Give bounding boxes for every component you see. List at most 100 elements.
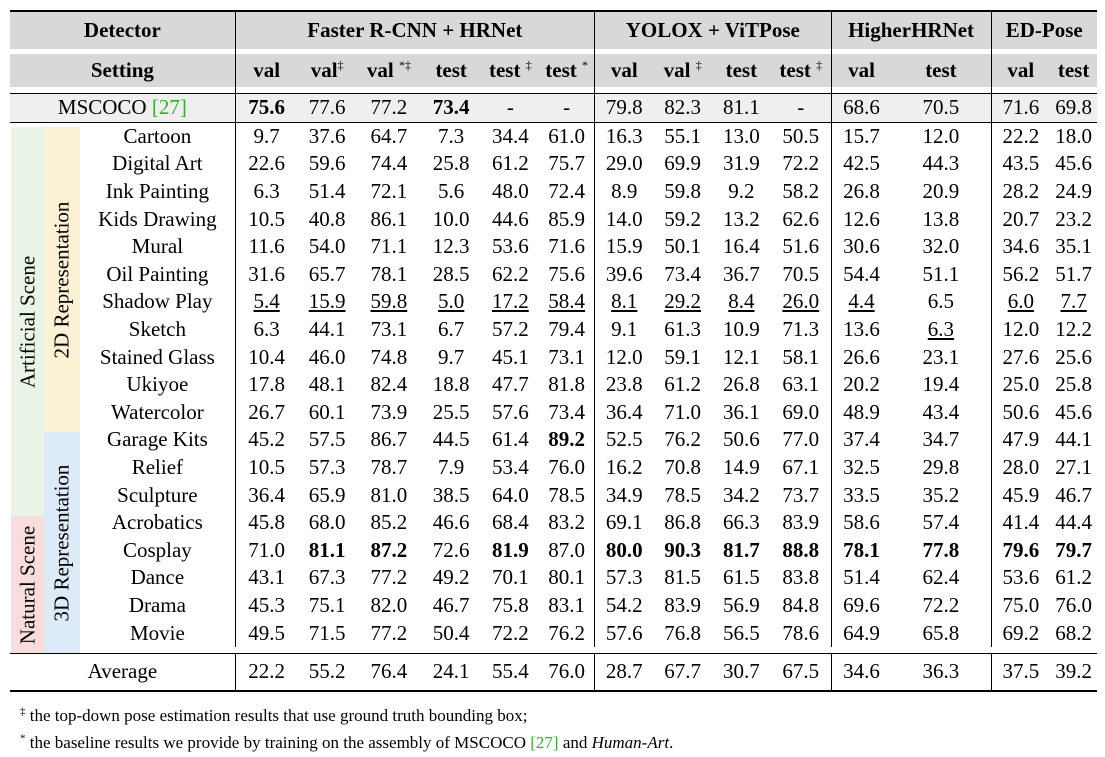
value-text: 73.4 xyxy=(432,95,470,120)
cell-value: 6.3 xyxy=(234,177,298,206)
value-text: 26.8 xyxy=(843,179,880,204)
cell-value: 85.9 xyxy=(539,205,594,233)
cell-value: 69.0 xyxy=(771,399,831,427)
value-text: 25.5 xyxy=(432,399,470,424)
value-text: 12.0 xyxy=(605,344,643,369)
row-name: Drama xyxy=(10,592,235,620)
setting-label: val xyxy=(253,58,281,82)
cell-value: 69.1 xyxy=(593,508,654,537)
value-text: 29.2 xyxy=(664,289,702,314)
cell-value: 78.5 xyxy=(539,481,594,509)
value-text: 22.2 xyxy=(1002,123,1040,148)
cell-value: 67.7 xyxy=(653,653,712,692)
cell-value: 77.8 xyxy=(891,537,991,565)
table-row: Cartoon 9.7 37.6 64.7 7.3 34.4 61.0 16.3 55.1 13.… xyxy=(10,122,1097,151)
cell-value: 81.9 xyxy=(481,537,539,565)
value-text: 57.5 xyxy=(308,427,346,452)
cell-value: 17.2 xyxy=(481,288,539,316)
value-text: 79.4 xyxy=(548,317,586,342)
value-text: 83.9 xyxy=(782,510,820,535)
value-text: 85.9 xyxy=(548,206,586,231)
value-text: 51.6 xyxy=(782,234,820,259)
value-text: 42.5 xyxy=(843,151,880,176)
cell-value: 61.5 xyxy=(712,564,771,592)
detector-name-2: HigherHRNet xyxy=(830,10,992,49)
cell-value: 43.5 xyxy=(990,150,1051,178)
value-text: 31.9 xyxy=(722,151,760,176)
setting-label: test xyxy=(435,58,467,82)
value-text: 17.8 xyxy=(248,372,286,397)
detector-name-1: YOLOX + ViTPose xyxy=(593,10,832,49)
cell-value: 79.6 xyxy=(990,536,1051,565)
cell-value: 12.1 xyxy=(712,343,771,371)
value-text: 31.6 xyxy=(248,261,286,286)
value-text: 78.5 xyxy=(664,482,702,507)
value-text: 50.4 xyxy=(432,620,470,645)
cell-value: 8.9 xyxy=(593,177,654,206)
value-text: 35.1 xyxy=(1055,234,1092,259)
spacer xyxy=(421,87,482,94)
cell-value: 24.9 xyxy=(1050,178,1097,206)
value-text: 23.1 xyxy=(922,344,960,369)
footnote-text: . xyxy=(669,733,674,752)
setting-col-13: test xyxy=(1050,54,1097,87)
setting-col-7: val ‡ xyxy=(653,54,712,87)
cell-value: 45.6 xyxy=(1050,150,1097,178)
spacer xyxy=(10,646,236,654)
cell-value: 56.9 xyxy=(712,592,771,620)
value-text: 58.2 xyxy=(782,179,820,204)
cell-value: 47.7 xyxy=(481,371,539,399)
cell-value: 73.7 xyxy=(771,481,831,509)
cell-value: 72.2 xyxy=(891,592,991,620)
spacer xyxy=(653,87,712,94)
detector-name-3: ED-Pose xyxy=(990,10,1097,49)
value-text: 70.5 xyxy=(782,261,820,286)
cell-value: 50.6 xyxy=(990,398,1051,427)
cell-value: 76.2 xyxy=(539,619,594,647)
cell-value: 75.7 xyxy=(539,150,594,178)
value-text: 87.0 xyxy=(548,537,586,562)
cell-value: 82.0 xyxy=(357,592,421,620)
value-text: 71.0 xyxy=(248,537,286,562)
value-text: 67.5 xyxy=(782,659,820,684)
cell-value: 46.7 xyxy=(421,592,481,620)
cell-value: 29.2 xyxy=(654,288,712,316)
cell-value: 58.2 xyxy=(771,178,831,206)
value-text: 36.7 xyxy=(722,261,760,286)
detector-label: HigherHRNet xyxy=(848,18,975,42)
cell-value: 59.8 xyxy=(357,288,421,316)
setting-label: test xyxy=(545,58,583,82)
cell-value: 30.6 xyxy=(830,232,892,261)
row-name: Digital Art xyxy=(10,150,235,178)
row-name: Movie xyxy=(10,619,235,647)
value-text: 81.9 xyxy=(491,537,529,562)
row-name: Acrobatics xyxy=(10,509,235,537)
value-text: 69.1 xyxy=(605,510,643,535)
value-text: 89.2 xyxy=(548,427,586,452)
cell-value: 86.8 xyxy=(654,509,712,537)
cell-value: 83.1 xyxy=(539,592,594,620)
table-row: Cosplay 71.0 81.1 87.2 72.6 81.9 87.0 80.0 90.3 8… xyxy=(10,536,1097,565)
cell-value: 48.1 xyxy=(298,371,357,399)
cell-value: 61.4 xyxy=(481,426,539,454)
cell-value: 71.6 xyxy=(990,93,1051,123)
cell-value: 18.8 xyxy=(421,371,481,399)
cell-value: 61.3 xyxy=(654,316,712,344)
value-text: 71.6 xyxy=(1002,95,1040,120)
cell-value: 25.0 xyxy=(990,370,1051,399)
setting-col-1: val‡ xyxy=(297,54,357,87)
cell-value: 20.2 xyxy=(830,370,892,399)
value-text: 12.0 xyxy=(1002,317,1040,342)
value-text: 54.2 xyxy=(605,592,643,617)
value-text: 73.1 xyxy=(370,317,408,342)
spacer xyxy=(356,646,422,654)
footnote-text: and xyxy=(558,733,592,752)
cell-value: 51.4 xyxy=(298,178,357,206)
cell-value: 13.2 xyxy=(712,205,771,233)
value-text: 6.3 xyxy=(927,317,955,342)
cell-value: 43.4 xyxy=(891,399,991,427)
cell-value: 34.2 xyxy=(712,481,771,509)
value-text: 18.0 xyxy=(1055,123,1092,148)
cell-value: 37.5 xyxy=(990,653,1051,692)
footnote-0: ‡ the top-down pose estimation results t… xyxy=(20,702,673,729)
